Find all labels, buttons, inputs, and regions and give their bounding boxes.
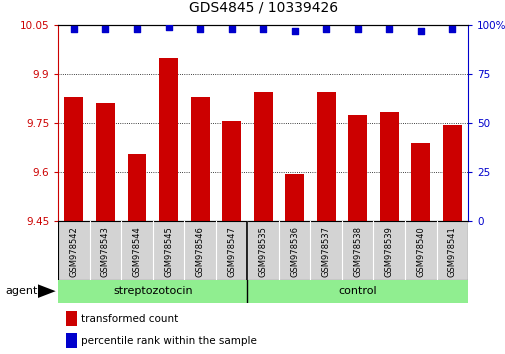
- Text: percentile rank within the sample: percentile rank within the sample: [81, 336, 256, 346]
- Bar: [411, 143, 429, 221]
- Text: GDS4845 / 10339426: GDS4845 / 10339426: [188, 0, 337, 14]
- Text: GSM978536: GSM978536: [289, 226, 298, 277]
- Text: control: control: [338, 286, 376, 296]
- Bar: [66, 333, 76, 348]
- Text: GSM978541: GSM978541: [447, 226, 456, 277]
- Text: GSM978544: GSM978544: [132, 226, 141, 277]
- Point: [322, 26, 330, 32]
- Point: [259, 26, 267, 32]
- Point: [133, 26, 141, 32]
- Bar: [66, 311, 76, 326]
- Bar: [159, 58, 178, 221]
- Point: [290, 28, 298, 34]
- Bar: [316, 92, 335, 221]
- Point: [416, 28, 424, 34]
- Bar: [64, 97, 83, 221]
- Text: GSM978540: GSM978540: [416, 226, 424, 277]
- Text: GSM978538: GSM978538: [352, 226, 362, 277]
- Point: [195, 26, 204, 32]
- Polygon shape: [38, 284, 56, 298]
- Bar: [58, 280, 247, 303]
- Point: [384, 26, 392, 32]
- Bar: [442, 125, 461, 221]
- Text: agent: agent: [5, 286, 37, 296]
- Point: [101, 26, 109, 32]
- Text: GSM978547: GSM978547: [227, 226, 236, 277]
- Text: transformed count: transformed count: [81, 314, 178, 324]
- Text: streptozotocin: streptozotocin: [113, 286, 192, 296]
- Bar: [253, 92, 272, 221]
- Text: GSM978546: GSM978546: [195, 226, 204, 277]
- Text: GSM978537: GSM978537: [321, 226, 330, 277]
- Bar: [190, 97, 209, 221]
- Bar: [285, 174, 304, 221]
- Point: [164, 24, 172, 30]
- Point: [70, 26, 78, 32]
- Bar: [127, 154, 146, 221]
- Bar: [222, 121, 240, 221]
- Bar: [347, 115, 367, 221]
- Bar: [379, 112, 398, 221]
- Point: [227, 26, 235, 32]
- Text: GSM978543: GSM978543: [101, 226, 110, 277]
- Bar: [247, 280, 467, 303]
- Text: GSM978535: GSM978535: [258, 226, 267, 277]
- Text: GSM978542: GSM978542: [69, 226, 78, 277]
- Point: [353, 26, 361, 32]
- Text: GSM978539: GSM978539: [384, 226, 393, 277]
- Bar: [96, 103, 115, 221]
- Text: GSM978545: GSM978545: [164, 226, 173, 277]
- Point: [447, 26, 456, 32]
